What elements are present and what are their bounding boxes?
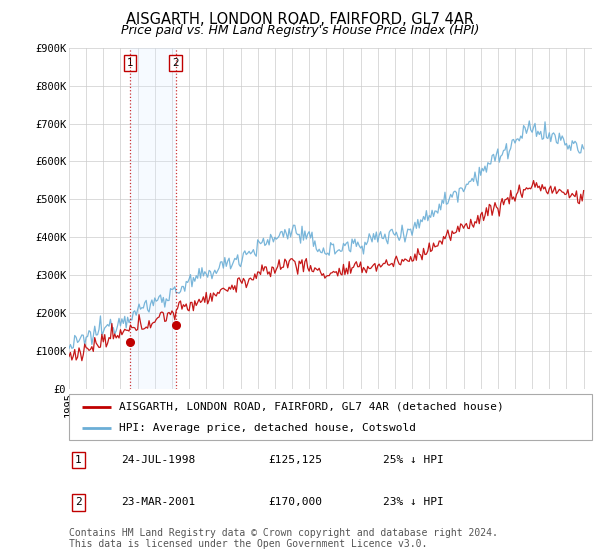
Text: AISGARTH, LONDON ROAD, FAIRFORD, GL7 4AR: AISGARTH, LONDON ROAD, FAIRFORD, GL7 4AR: [126, 12, 474, 27]
Text: This data is licensed under the Open Government Licence v3.0.: This data is licensed under the Open Gov…: [69, 539, 427, 549]
Text: HPI: Average price, detached house, Cotswold: HPI: Average price, detached house, Cots…: [119, 423, 416, 433]
Text: £170,000: £170,000: [268, 497, 322, 507]
Text: 24-JUL-1998: 24-JUL-1998: [121, 455, 196, 465]
Text: 2: 2: [172, 58, 179, 68]
Text: Price paid vs. HM Land Registry's House Price Index (HPI): Price paid vs. HM Land Registry's House …: [121, 24, 479, 36]
Text: £125,125: £125,125: [268, 455, 322, 465]
Text: 2: 2: [75, 497, 82, 507]
Bar: [130, 48, 176, 389]
Text: 1: 1: [127, 58, 133, 68]
Text: AISGARTH, LONDON ROAD, FAIRFORD, GL7 4AR (detached house): AISGARTH, LONDON ROAD, FAIRFORD, GL7 4AR…: [119, 402, 503, 412]
Text: Contains HM Land Registry data © Crown copyright and database right 2024.: Contains HM Land Registry data © Crown c…: [69, 528, 498, 538]
Text: 25% ↓ HPI: 25% ↓ HPI: [383, 455, 443, 465]
FancyBboxPatch shape: [69, 394, 592, 440]
Text: 1: 1: [75, 455, 82, 465]
Text: 23% ↓ HPI: 23% ↓ HPI: [383, 497, 443, 507]
Text: 23-MAR-2001: 23-MAR-2001: [121, 497, 196, 507]
